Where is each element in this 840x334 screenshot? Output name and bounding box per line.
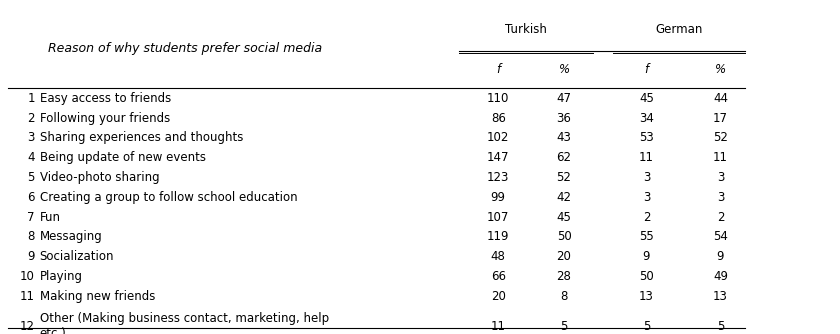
Text: 50: 50 — [639, 270, 654, 283]
Text: 110: 110 — [487, 92, 509, 105]
Text: %: % — [559, 63, 570, 76]
Text: Reason of why students prefer social media: Reason of why students prefer social med… — [48, 42, 322, 55]
Text: Easy access to friends: Easy access to friends — [39, 92, 171, 105]
Text: 2: 2 — [643, 211, 650, 224]
Text: Creating a group to follow school education: Creating a group to follow school educat… — [39, 191, 297, 204]
Text: Turkish: Turkish — [505, 23, 547, 36]
Text: 36: 36 — [557, 112, 571, 125]
Text: 2: 2 — [27, 112, 34, 125]
Text: %: % — [715, 63, 726, 76]
Text: 9: 9 — [27, 250, 34, 263]
Text: 20: 20 — [491, 290, 506, 303]
Text: 3: 3 — [643, 191, 650, 204]
Text: 13: 13 — [713, 290, 728, 303]
Text: 28: 28 — [557, 270, 571, 283]
Text: 47: 47 — [557, 92, 571, 105]
Text: 62: 62 — [557, 151, 571, 164]
Text: 119: 119 — [487, 230, 509, 243]
Text: Following your friends: Following your friends — [39, 112, 170, 125]
Text: 6: 6 — [27, 191, 34, 204]
Text: 3: 3 — [717, 171, 724, 184]
Text: 11: 11 — [713, 151, 728, 164]
Text: 10: 10 — [20, 270, 34, 283]
Text: 54: 54 — [713, 230, 728, 243]
Text: 45: 45 — [639, 92, 654, 105]
Text: 44: 44 — [713, 92, 728, 105]
Text: 2: 2 — [717, 211, 724, 224]
Text: 5: 5 — [560, 320, 568, 333]
Text: 17: 17 — [713, 112, 728, 125]
Text: 52: 52 — [713, 132, 728, 144]
Text: 4: 4 — [27, 151, 34, 164]
Text: 11: 11 — [491, 320, 506, 333]
Text: 147: 147 — [487, 151, 509, 164]
Text: Messaging: Messaging — [39, 230, 102, 243]
Text: 3: 3 — [643, 171, 650, 184]
Text: 123: 123 — [487, 171, 509, 184]
Text: f: f — [496, 63, 501, 76]
Text: 11: 11 — [20, 290, 34, 303]
Text: 3: 3 — [28, 132, 34, 144]
Text: 5: 5 — [28, 171, 34, 184]
Text: 42: 42 — [557, 191, 571, 204]
Text: Video-photo sharing: Video-photo sharing — [39, 171, 160, 184]
Text: Being update of new events: Being update of new events — [39, 151, 206, 164]
Text: 12: 12 — [20, 320, 34, 333]
Text: 9: 9 — [717, 250, 724, 263]
Text: 20: 20 — [557, 250, 571, 263]
Text: 49: 49 — [713, 270, 728, 283]
Text: Playing: Playing — [39, 270, 82, 283]
Text: 11: 11 — [639, 151, 654, 164]
Text: 1: 1 — [27, 92, 34, 105]
Text: 52: 52 — [557, 171, 571, 184]
Text: 99: 99 — [491, 191, 506, 204]
Text: f: f — [644, 63, 648, 76]
Text: Socialization: Socialization — [39, 250, 114, 263]
Text: 107: 107 — [487, 211, 509, 224]
Text: 102: 102 — [487, 132, 509, 144]
Text: 7: 7 — [27, 211, 34, 224]
Text: 45: 45 — [557, 211, 571, 224]
Text: 34: 34 — [639, 112, 654, 125]
Text: 55: 55 — [639, 230, 654, 243]
Text: 66: 66 — [491, 270, 506, 283]
Text: 43: 43 — [557, 132, 571, 144]
Text: 8: 8 — [28, 230, 34, 243]
Text: 50: 50 — [557, 230, 571, 243]
Text: 9: 9 — [643, 250, 650, 263]
Text: 86: 86 — [491, 112, 506, 125]
Text: German: German — [656, 23, 703, 36]
Text: 48: 48 — [491, 250, 506, 263]
Text: 5: 5 — [717, 320, 724, 333]
Text: Sharing experiences and thoughts: Sharing experiences and thoughts — [39, 132, 243, 144]
Text: 3: 3 — [717, 191, 724, 204]
Text: 8: 8 — [560, 290, 568, 303]
Text: 13: 13 — [639, 290, 654, 303]
Text: Fun: Fun — [39, 211, 60, 224]
Text: Other (Making business contact, marketing, help
etc.): Other (Making business contact, marketin… — [39, 312, 328, 334]
Text: Making new friends: Making new friends — [39, 290, 155, 303]
Text: 5: 5 — [643, 320, 650, 333]
Text: 53: 53 — [639, 132, 654, 144]
